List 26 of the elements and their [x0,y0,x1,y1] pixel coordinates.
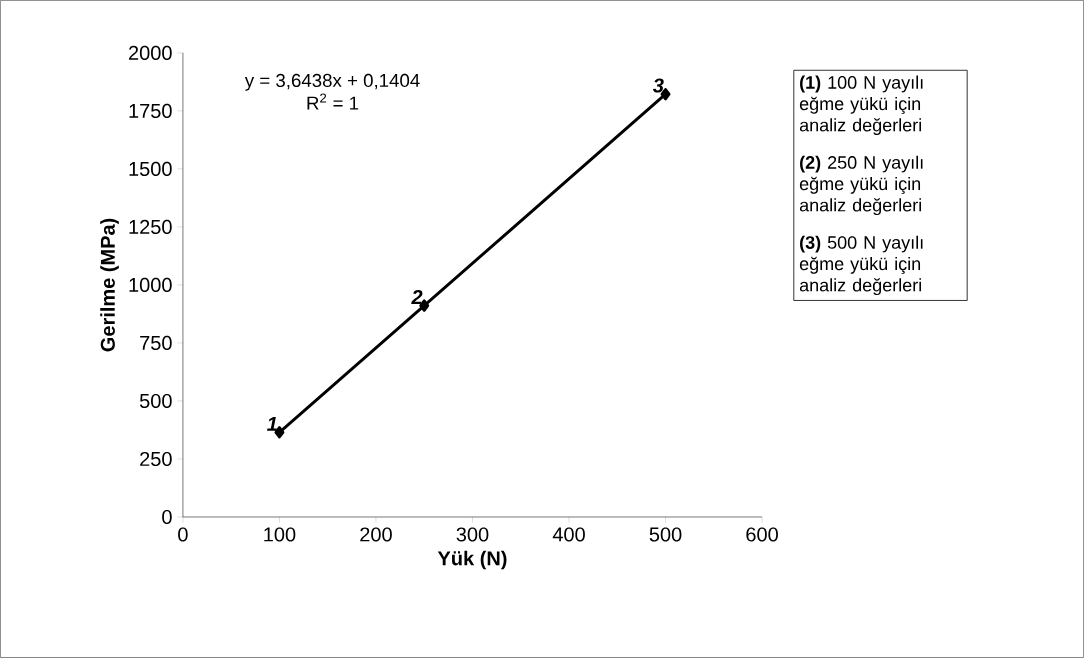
annotation: 3 [652,78,664,93]
y-tick-label: 2000 [129,45,172,60]
y-tick-label: 250 [140,451,172,467]
x-tick-label: 500 [649,527,682,542]
y-tick-label: 1750 [129,103,172,119]
annotation: R$^{2}$ = 1 [307,93,359,110]
x-tick-label: 400 [552,527,585,542]
text: (2) 250 N yayılı eğme yükü için analiz değerleri [799,155,923,216]
y-axis-title: Gerilme (MPa) [100,218,119,352]
x-tick-label: 0 [178,527,188,542]
text: (3) 500 N yayılı eğme yükü için analiz değerleri [799,235,923,296]
text: (1) 100 N yayılı eğme yükü için analiz değerleri [799,75,923,136]
annotation: 2 [411,290,423,305]
x-tick-label: 100 [264,527,296,542]
annotation: y = 3,6438x + 0,1404 [244,73,420,91]
y-tick-label: 500 [139,393,172,409]
annotation: 1 [267,416,277,431]
y-tick-label: 1000 [129,277,172,293]
y-tick-label: 0 [162,509,172,525]
y-tick-label: 1500 [129,161,172,177]
x-tick-label: 600 [746,527,778,542]
x-tick-label: 300 [456,527,489,542]
x-axis-title: Yük (N) [437,550,507,570]
x-tick-label: 200 [360,527,392,542]
y-tick-label: 1250 [129,219,172,235]
y-tick-label: 750 [140,335,172,351]
